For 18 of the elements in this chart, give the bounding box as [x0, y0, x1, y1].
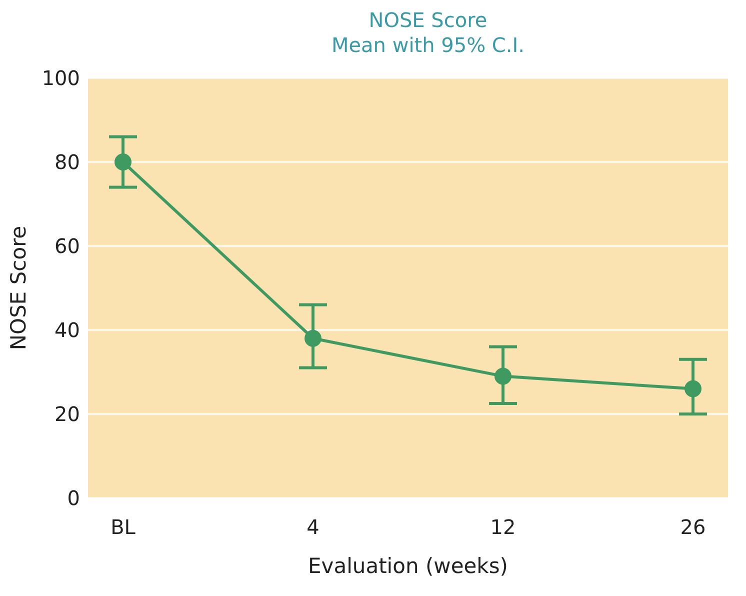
point	[114, 154, 132, 170]
chart-subtitle: Mean with 95% C.I.	[330, 33, 526, 58]
point	[684, 380, 702, 398]
chart-title: NOSE Score	[368, 8, 488, 33]
y-tick-label: 100	[42, 66, 80, 90]
x-tick-label: BL	[110, 515, 136, 540]
x-tick-label: 4	[306, 515, 320, 540]
x-axis-title: Evaluation (weeks)	[308, 554, 508, 578]
y-tick-label: 20	[54, 402, 80, 426]
x-tick-label: 12	[490, 515, 516, 540]
y-tick-label: 80	[54, 150, 80, 174]
y-axis-title: NOSE Score	[6, 226, 30, 350]
x-tick-label: 26	[680, 515, 706, 540]
point	[304, 330, 322, 347]
y-tick-label: 0	[67, 486, 80, 510]
point	[494, 368, 512, 385]
y-tick-label: 60	[54, 234, 80, 258]
y-tick-label: 40	[54, 318, 80, 342]
